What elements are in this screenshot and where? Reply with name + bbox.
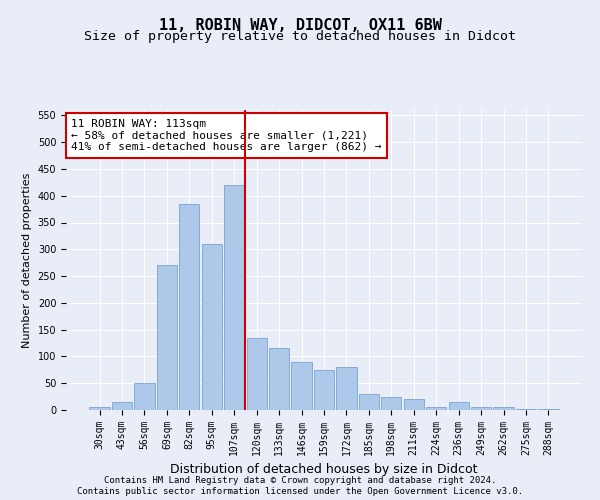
Bar — [89, 408, 110, 410]
Bar — [269, 348, 289, 410]
Text: Contains public sector information licensed under the Open Government Licence v3: Contains public sector information licen… — [77, 487, 523, 496]
Y-axis label: Number of detached properties: Number of detached properties — [22, 172, 32, 348]
Bar — [426, 408, 446, 410]
Bar — [314, 370, 334, 410]
Bar — [449, 402, 469, 410]
Bar — [337, 367, 356, 410]
Bar — [157, 266, 177, 410]
Bar — [493, 408, 514, 410]
X-axis label: Distribution of detached houses by size in Didcot: Distribution of detached houses by size … — [170, 464, 478, 476]
Bar — [247, 338, 267, 410]
Bar — [404, 400, 424, 410]
Bar — [538, 409, 559, 410]
Text: 11, ROBIN WAY, DIDCOT, OX11 6BW: 11, ROBIN WAY, DIDCOT, OX11 6BW — [158, 18, 442, 32]
Bar — [381, 396, 401, 410]
Bar — [224, 185, 244, 410]
Bar — [292, 362, 311, 410]
Bar — [112, 402, 132, 410]
Text: Size of property relative to detached houses in Didcot: Size of property relative to detached ho… — [84, 30, 516, 43]
Bar — [516, 409, 536, 410]
Bar — [471, 408, 491, 410]
Text: 11 ROBIN WAY: 113sqm
← 58% of detached houses are smaller (1,221)
41% of semi-de: 11 ROBIN WAY: 113sqm ← 58% of detached h… — [71, 119, 382, 152]
Bar — [202, 244, 222, 410]
Bar — [134, 383, 155, 410]
Bar — [359, 394, 379, 410]
Bar — [179, 204, 199, 410]
Text: Contains HM Land Registry data © Crown copyright and database right 2024.: Contains HM Land Registry data © Crown c… — [104, 476, 496, 485]
